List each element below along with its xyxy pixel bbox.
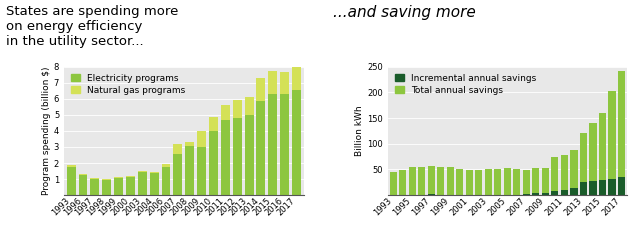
- Text: States are spending more
on energy efficiency
in the utility sector...: States are spending more on energy effic…: [6, 5, 179, 48]
- Bar: [257, 78, 266, 101]
- Bar: [79, 174, 88, 175]
- Bar: [161, 167, 170, 195]
- Bar: [114, 178, 123, 195]
- Legend: Electricity programs, Natural gas programs: Electricity programs, Natural gas progra…: [68, 71, 188, 97]
- Bar: [551, 157, 559, 195]
- Bar: [90, 178, 99, 179]
- Bar: [466, 170, 473, 195]
- Bar: [221, 105, 230, 120]
- Bar: [542, 168, 549, 195]
- Bar: [138, 171, 147, 172]
- Bar: [532, 193, 540, 195]
- Bar: [609, 91, 616, 195]
- Bar: [618, 177, 625, 195]
- Bar: [197, 147, 206, 195]
- Bar: [599, 180, 606, 195]
- Bar: [244, 97, 253, 115]
- Bar: [418, 167, 426, 195]
- Bar: [280, 94, 289, 195]
- Bar: [447, 167, 454, 195]
- Bar: [268, 94, 277, 195]
- Bar: [390, 172, 397, 195]
- Bar: [456, 169, 463, 195]
- Bar: [513, 169, 520, 195]
- Bar: [197, 131, 206, 147]
- Bar: [523, 170, 530, 195]
- Bar: [542, 193, 549, 195]
- Bar: [268, 71, 277, 94]
- Bar: [580, 134, 587, 195]
- Bar: [67, 167, 76, 195]
- Bar: [589, 181, 596, 195]
- Bar: [428, 166, 435, 195]
- Bar: [221, 120, 230, 195]
- Bar: [437, 167, 444, 195]
- Bar: [90, 179, 99, 195]
- Bar: [102, 180, 111, 195]
- Bar: [186, 142, 194, 146]
- Bar: [532, 169, 540, 195]
- Bar: [561, 190, 568, 195]
- Bar: [257, 101, 266, 195]
- Bar: [476, 170, 483, 195]
- Bar: [138, 172, 147, 195]
- Text: ...and saving more: ...and saving more: [333, 5, 476, 20]
- Bar: [173, 144, 182, 154]
- Bar: [504, 169, 511, 195]
- Bar: [79, 175, 88, 195]
- Bar: [428, 194, 435, 195]
- Bar: [244, 115, 253, 195]
- Bar: [292, 67, 301, 90]
- Bar: [551, 191, 559, 195]
- Bar: [126, 176, 135, 177]
- Bar: [580, 182, 587, 195]
- Bar: [67, 165, 76, 167]
- Bar: [599, 113, 606, 195]
- Bar: [409, 167, 416, 195]
- Bar: [523, 194, 530, 195]
- Bar: [561, 155, 568, 195]
- Bar: [173, 154, 182, 195]
- Bar: [161, 164, 170, 167]
- Bar: [209, 117, 218, 131]
- Bar: [589, 123, 596, 195]
- Y-axis label: Billion kWh: Billion kWh: [355, 106, 364, 156]
- Bar: [150, 172, 159, 173]
- Legend: Incremental annual savings, Total annual savings: Incremental annual savings, Total annual…: [392, 71, 539, 97]
- Bar: [292, 90, 301, 195]
- Bar: [399, 170, 406, 195]
- Bar: [570, 188, 577, 195]
- Bar: [280, 72, 289, 94]
- Bar: [570, 150, 577, 195]
- Bar: [618, 71, 625, 195]
- Bar: [150, 173, 159, 195]
- Bar: [209, 131, 218, 195]
- Bar: [484, 169, 492, 195]
- Bar: [609, 179, 616, 195]
- Bar: [494, 169, 501, 195]
- Bar: [186, 146, 194, 195]
- Bar: [102, 179, 111, 180]
- Bar: [233, 118, 242, 195]
- Bar: [233, 100, 242, 118]
- Y-axis label: Program spending (billion $): Program spending (billion $): [42, 67, 51, 195]
- Bar: [126, 177, 135, 195]
